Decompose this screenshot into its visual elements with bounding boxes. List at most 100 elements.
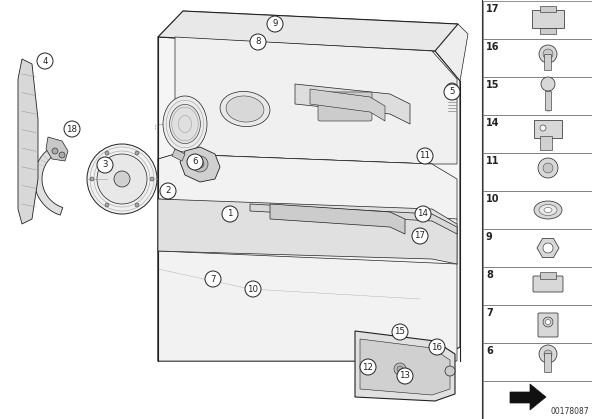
Ellipse shape — [544, 207, 552, 212]
Ellipse shape — [220, 91, 270, 127]
Circle shape — [160, 183, 176, 199]
Circle shape — [412, 228, 428, 244]
Circle shape — [135, 203, 139, 207]
Polygon shape — [483, 115, 592, 153]
Circle shape — [250, 34, 266, 50]
Polygon shape — [180, 147, 220, 182]
Polygon shape — [483, 153, 592, 191]
Circle shape — [105, 203, 109, 207]
Text: 4: 4 — [42, 57, 48, 65]
Text: 9: 9 — [486, 232, 493, 242]
Circle shape — [543, 163, 553, 173]
Circle shape — [449, 86, 455, 92]
Polygon shape — [172, 149, 185, 161]
FancyBboxPatch shape — [540, 136, 552, 150]
Ellipse shape — [226, 96, 264, 122]
Polygon shape — [158, 154, 457, 361]
Circle shape — [543, 317, 553, 327]
Circle shape — [543, 49, 553, 59]
Text: 17: 17 — [486, 4, 500, 14]
Polygon shape — [483, 39, 592, 77]
Text: 16: 16 — [486, 42, 500, 52]
Text: 14: 14 — [417, 210, 429, 218]
FancyBboxPatch shape — [534, 120, 562, 138]
Text: 9: 9 — [272, 20, 278, 28]
Text: 1: 1 — [227, 210, 233, 218]
Circle shape — [538, 158, 558, 178]
Circle shape — [150, 177, 154, 181]
Circle shape — [97, 157, 113, 173]
Ellipse shape — [539, 204, 557, 215]
FancyBboxPatch shape — [540, 6, 556, 12]
Circle shape — [97, 154, 147, 204]
Circle shape — [545, 320, 551, 324]
Text: 10: 10 — [247, 285, 259, 293]
Polygon shape — [158, 37, 460, 361]
Circle shape — [222, 206, 238, 222]
Circle shape — [245, 281, 261, 297]
Circle shape — [397, 366, 403, 372]
Polygon shape — [158, 11, 468, 81]
Polygon shape — [483, 343, 592, 381]
Polygon shape — [483, 381, 592, 419]
Text: 5: 5 — [449, 88, 455, 96]
Circle shape — [544, 350, 552, 358]
Text: 18: 18 — [66, 124, 78, 134]
Polygon shape — [355, 331, 455, 401]
Polygon shape — [18, 59, 38, 224]
Circle shape — [90, 177, 94, 181]
Ellipse shape — [534, 201, 562, 219]
Circle shape — [205, 271, 221, 287]
Circle shape — [541, 77, 555, 91]
FancyBboxPatch shape — [538, 313, 558, 337]
Polygon shape — [537, 238, 559, 258]
Polygon shape — [295, 84, 410, 124]
Circle shape — [445, 366, 455, 376]
Circle shape — [105, 151, 109, 155]
FancyBboxPatch shape — [533, 276, 563, 292]
Circle shape — [539, 45, 557, 63]
Circle shape — [267, 16, 283, 32]
Circle shape — [415, 206, 431, 222]
Text: 7: 7 — [486, 308, 493, 318]
Polygon shape — [510, 384, 546, 410]
Text: 6: 6 — [486, 346, 493, 356]
Ellipse shape — [163, 96, 207, 152]
Circle shape — [543, 243, 553, 253]
Polygon shape — [175, 37, 457, 164]
Text: 7: 7 — [210, 274, 215, 284]
Circle shape — [192, 156, 208, 172]
Circle shape — [196, 160, 204, 168]
Polygon shape — [250, 204, 457, 234]
Polygon shape — [270, 204, 405, 234]
Polygon shape — [483, 229, 592, 267]
Text: 2: 2 — [165, 186, 170, 196]
Circle shape — [59, 152, 65, 158]
Ellipse shape — [169, 104, 201, 144]
Circle shape — [397, 368, 413, 384]
Circle shape — [417, 148, 433, 164]
Text: 6: 6 — [192, 158, 198, 166]
Polygon shape — [158, 11, 458, 51]
Text: 10: 10 — [486, 194, 500, 204]
Text: 17: 17 — [414, 232, 426, 241]
Polygon shape — [158, 199, 457, 264]
Polygon shape — [483, 267, 592, 305]
Circle shape — [540, 125, 546, 131]
Circle shape — [446, 83, 458, 95]
Text: 00178087: 00178087 — [551, 407, 589, 416]
Circle shape — [392, 324, 408, 340]
Text: 12: 12 — [362, 362, 374, 372]
Polygon shape — [483, 191, 592, 229]
Text: 8: 8 — [255, 37, 260, 47]
Circle shape — [37, 53, 53, 69]
Text: 14: 14 — [486, 118, 500, 128]
Polygon shape — [360, 339, 450, 395]
FancyBboxPatch shape — [532, 10, 564, 28]
Polygon shape — [483, 77, 592, 115]
Circle shape — [114, 171, 130, 187]
Text: 13: 13 — [400, 372, 410, 380]
Text: 16: 16 — [432, 342, 442, 352]
Circle shape — [429, 339, 445, 355]
Text: 15: 15 — [486, 80, 500, 90]
